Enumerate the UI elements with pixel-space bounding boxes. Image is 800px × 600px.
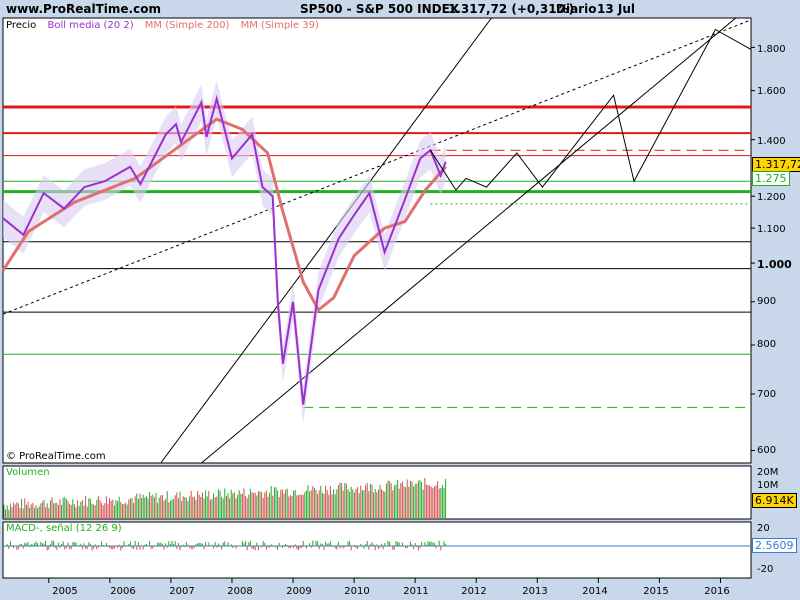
y-label-1000: 1.000	[757, 258, 792, 271]
series-price	[2, 94, 447, 405]
date-label: 13 Jul	[597, 2, 635, 16]
x-label-2006: 2006	[110, 586, 136, 597]
x-label-2009: 2009	[286, 586, 312, 597]
volume-layer	[3, 478, 447, 519]
legend-mm39: MM (Simple 39)	[240, 20, 319, 31]
trend-line-1	[201, 18, 737, 463]
projection-path	[429, 28, 752, 191]
x-label-2007: 2007	[169, 586, 195, 597]
x-label-2016: 2016	[704, 586, 730, 597]
x-label-2011: 2011	[403, 586, 429, 597]
y-label-800: 800	[757, 339, 777, 350]
x-label-2014: 2014	[582, 586, 608, 597]
legend-mm200: MM (Simple 200)	[144, 20, 230, 31]
x-label-2010: 2010	[344, 586, 370, 597]
legend: Precio Boll media (20 2) MM (Simple 200)…	[6, 20, 327, 31]
period-label: Diario	[556, 2, 597, 16]
volume-axis-10m: 10M	[757, 480, 779, 491]
macd-panel	[2, 521, 752, 579]
price-layer	[1, 18, 752, 463]
y-label-700: 700	[757, 389, 777, 400]
x-label-2015: 2015	[643, 586, 669, 597]
y-label-1800: 1.800	[757, 44, 786, 55]
macd-label: MACD-, señal (12 26 9)	[6, 523, 122, 534]
macd-last-tag: 2.5609	[752, 538, 797, 553]
x-label-2005: 2005	[52, 586, 78, 597]
axis-layer	[48, 46, 755, 583]
macd-layer	[3, 540, 751, 551]
y-label-1200: 1.200	[757, 192, 786, 203]
x-label-2012: 2012	[461, 586, 487, 597]
y-label-600: 600	[757, 445, 777, 456]
y-label-1600: 1.600	[757, 86, 786, 97]
legend-price: Precio	[6, 20, 37, 31]
series-mm200	[1, 117, 447, 313]
y-label-1400: 1.400	[757, 136, 786, 147]
copyright: © ProRealTime.com	[6, 451, 106, 462]
level-1275-tag: 1.275	[752, 171, 790, 186]
legend-boll: Boll media (20 2)	[47, 20, 134, 31]
x-label-2008: 2008	[227, 586, 253, 597]
x-label-2013: 2013	[522, 586, 548, 597]
last-price-tag: 1.317,72	[752, 157, 800, 172]
trend-line-2	[3, 19, 751, 315]
trend-line-0	[160, 18, 492, 463]
macd-axis-20: 20	[757, 523, 770, 534]
volume-last-tag: 6.914K	[752, 493, 797, 508]
site-url[interactable]: www.ProRealTime.com	[6, 2, 161, 16]
macd-axis-minus20: -20	[757, 564, 774, 575]
quote-value: 1.317,72 (+0,31%)	[448, 2, 575, 16]
volume-axis-20m: 20M	[757, 467, 779, 478]
y-label-900: 900	[757, 296, 777, 307]
y-label-1100: 1.100	[757, 224, 786, 235]
volume-label: Volumen	[6, 467, 50, 478]
boll-band	[3, 80, 446, 424]
chart-title: SP500 - S&P 500 INDEX	[300, 2, 460, 16]
